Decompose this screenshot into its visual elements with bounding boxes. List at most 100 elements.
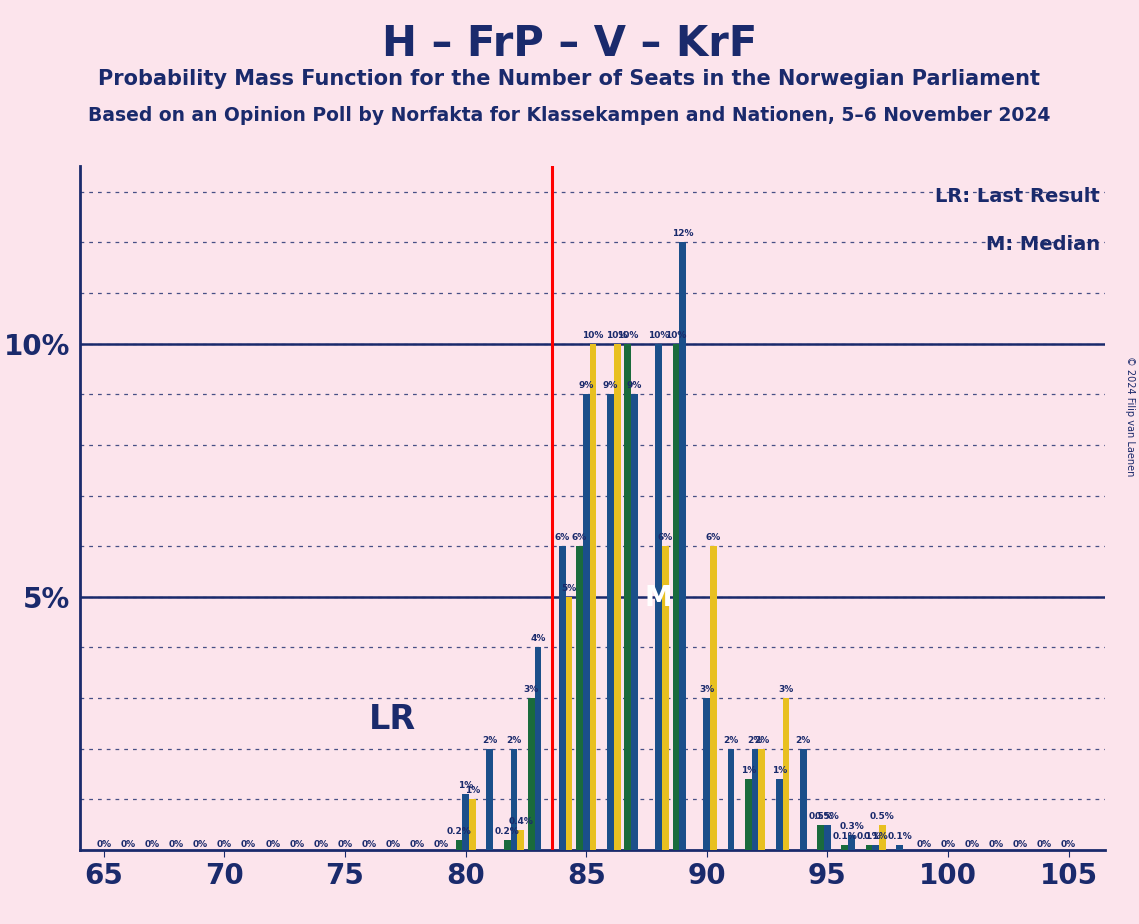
Text: 0%: 0% bbox=[145, 840, 159, 849]
Text: 4%: 4% bbox=[531, 635, 546, 643]
Text: 2%: 2% bbox=[754, 736, 770, 745]
Bar bbox=[782, 699, 789, 850]
Bar bbox=[849, 835, 855, 850]
Text: 0.1%: 0.1% bbox=[857, 832, 882, 841]
Text: 0%: 0% bbox=[361, 840, 377, 849]
Bar bbox=[866, 845, 872, 850]
Text: 2%: 2% bbox=[796, 736, 811, 745]
Text: 2%: 2% bbox=[723, 736, 738, 745]
Bar bbox=[752, 748, 759, 850]
Text: 6%: 6% bbox=[657, 533, 673, 542]
Text: 9%: 9% bbox=[626, 382, 642, 390]
Text: H – FrP – V – KrF: H – FrP – V – KrF bbox=[382, 23, 757, 65]
Text: 0.2%: 0.2% bbox=[446, 827, 472, 836]
Bar bbox=[679, 242, 686, 850]
Text: 0%: 0% bbox=[989, 840, 1003, 849]
Bar bbox=[527, 699, 534, 850]
Bar bbox=[469, 799, 476, 850]
Text: 10%: 10% bbox=[617, 331, 639, 339]
Text: 1%: 1% bbox=[771, 766, 787, 775]
Text: 0%: 0% bbox=[965, 840, 980, 849]
Bar bbox=[800, 748, 806, 850]
Text: Probability Mass Function for the Number of Seats in the Norwegian Parliament: Probability Mass Function for the Number… bbox=[98, 69, 1041, 90]
Text: 0%: 0% bbox=[1062, 840, 1076, 849]
Bar bbox=[872, 845, 879, 850]
Bar bbox=[583, 395, 590, 850]
Text: 0.1%: 0.1% bbox=[833, 832, 858, 841]
Bar bbox=[462, 795, 469, 850]
Text: 0%: 0% bbox=[192, 840, 208, 849]
Text: Based on an Opinion Poll by Norfakta for Klassekampen and Nationen, 5–6 November: Based on an Opinion Poll by Norfakta for… bbox=[89, 106, 1050, 126]
Text: 6%: 6% bbox=[555, 533, 570, 542]
Text: 0.3%: 0.3% bbox=[839, 821, 865, 831]
Bar bbox=[534, 648, 541, 850]
Text: 0%: 0% bbox=[917, 840, 932, 849]
Bar bbox=[559, 546, 565, 850]
Bar bbox=[517, 830, 524, 850]
Bar bbox=[576, 546, 583, 850]
Bar bbox=[759, 748, 765, 850]
Bar bbox=[704, 699, 711, 850]
Bar bbox=[711, 546, 716, 850]
Text: 0.1%: 0.1% bbox=[863, 832, 888, 841]
Bar bbox=[590, 344, 597, 850]
Text: 0%: 0% bbox=[1013, 840, 1029, 849]
Bar bbox=[510, 748, 517, 850]
Text: 0%: 0% bbox=[434, 840, 449, 849]
Text: 3%: 3% bbox=[699, 685, 714, 694]
Text: 0%: 0% bbox=[169, 840, 183, 849]
Bar bbox=[842, 845, 849, 850]
Bar bbox=[776, 779, 782, 850]
Bar bbox=[614, 344, 621, 850]
Text: 0%: 0% bbox=[216, 840, 232, 849]
Text: 10%: 10% bbox=[648, 331, 670, 339]
Text: 10%: 10% bbox=[665, 331, 687, 339]
Text: 0.5%: 0.5% bbox=[870, 811, 895, 821]
Text: 10%: 10% bbox=[582, 331, 604, 339]
Text: 3%: 3% bbox=[524, 685, 539, 694]
Text: 0.5%: 0.5% bbox=[816, 811, 839, 821]
Bar bbox=[655, 344, 662, 850]
Text: 0%: 0% bbox=[410, 840, 425, 849]
Text: 0.4%: 0.4% bbox=[508, 817, 533, 826]
Text: 0%: 0% bbox=[1036, 840, 1052, 849]
Text: M: M bbox=[645, 584, 672, 612]
Bar bbox=[879, 825, 886, 850]
Text: 2%: 2% bbox=[747, 736, 763, 745]
Text: 0%: 0% bbox=[97, 840, 112, 849]
Text: 0%: 0% bbox=[121, 840, 136, 849]
Bar bbox=[631, 395, 638, 850]
Text: 1%: 1% bbox=[740, 766, 756, 775]
Bar bbox=[456, 840, 462, 850]
Text: 0%: 0% bbox=[386, 840, 401, 849]
Text: 10%: 10% bbox=[606, 331, 628, 339]
Text: © 2024 Filip van Laenen: © 2024 Filip van Laenen bbox=[1125, 356, 1134, 476]
Text: 0%: 0% bbox=[265, 840, 280, 849]
Text: 12%: 12% bbox=[672, 229, 694, 238]
Bar bbox=[728, 748, 735, 850]
Text: 6%: 6% bbox=[572, 533, 587, 542]
Bar bbox=[565, 597, 572, 850]
Text: LR: LR bbox=[369, 702, 416, 736]
Text: 1%: 1% bbox=[458, 782, 474, 790]
Text: 0%: 0% bbox=[337, 840, 353, 849]
Bar bbox=[486, 748, 493, 850]
Bar bbox=[503, 840, 510, 850]
Bar bbox=[673, 344, 679, 850]
Bar bbox=[662, 546, 669, 850]
Bar bbox=[624, 344, 631, 850]
Text: LR: Last Result: LR: Last Result bbox=[935, 187, 1099, 206]
Bar bbox=[607, 395, 614, 850]
Text: 0%: 0% bbox=[289, 840, 304, 849]
Text: M: Median: M: Median bbox=[985, 235, 1099, 254]
Text: 2%: 2% bbox=[506, 736, 522, 745]
Text: 0%: 0% bbox=[941, 840, 956, 849]
Text: 0%: 0% bbox=[313, 840, 328, 849]
Text: 2%: 2% bbox=[482, 736, 498, 745]
Text: 5%: 5% bbox=[562, 584, 576, 593]
Bar bbox=[896, 845, 903, 850]
Text: 3%: 3% bbox=[778, 685, 794, 694]
Text: 9%: 9% bbox=[603, 382, 618, 390]
Text: 9%: 9% bbox=[579, 382, 593, 390]
Text: 1%: 1% bbox=[465, 786, 480, 796]
